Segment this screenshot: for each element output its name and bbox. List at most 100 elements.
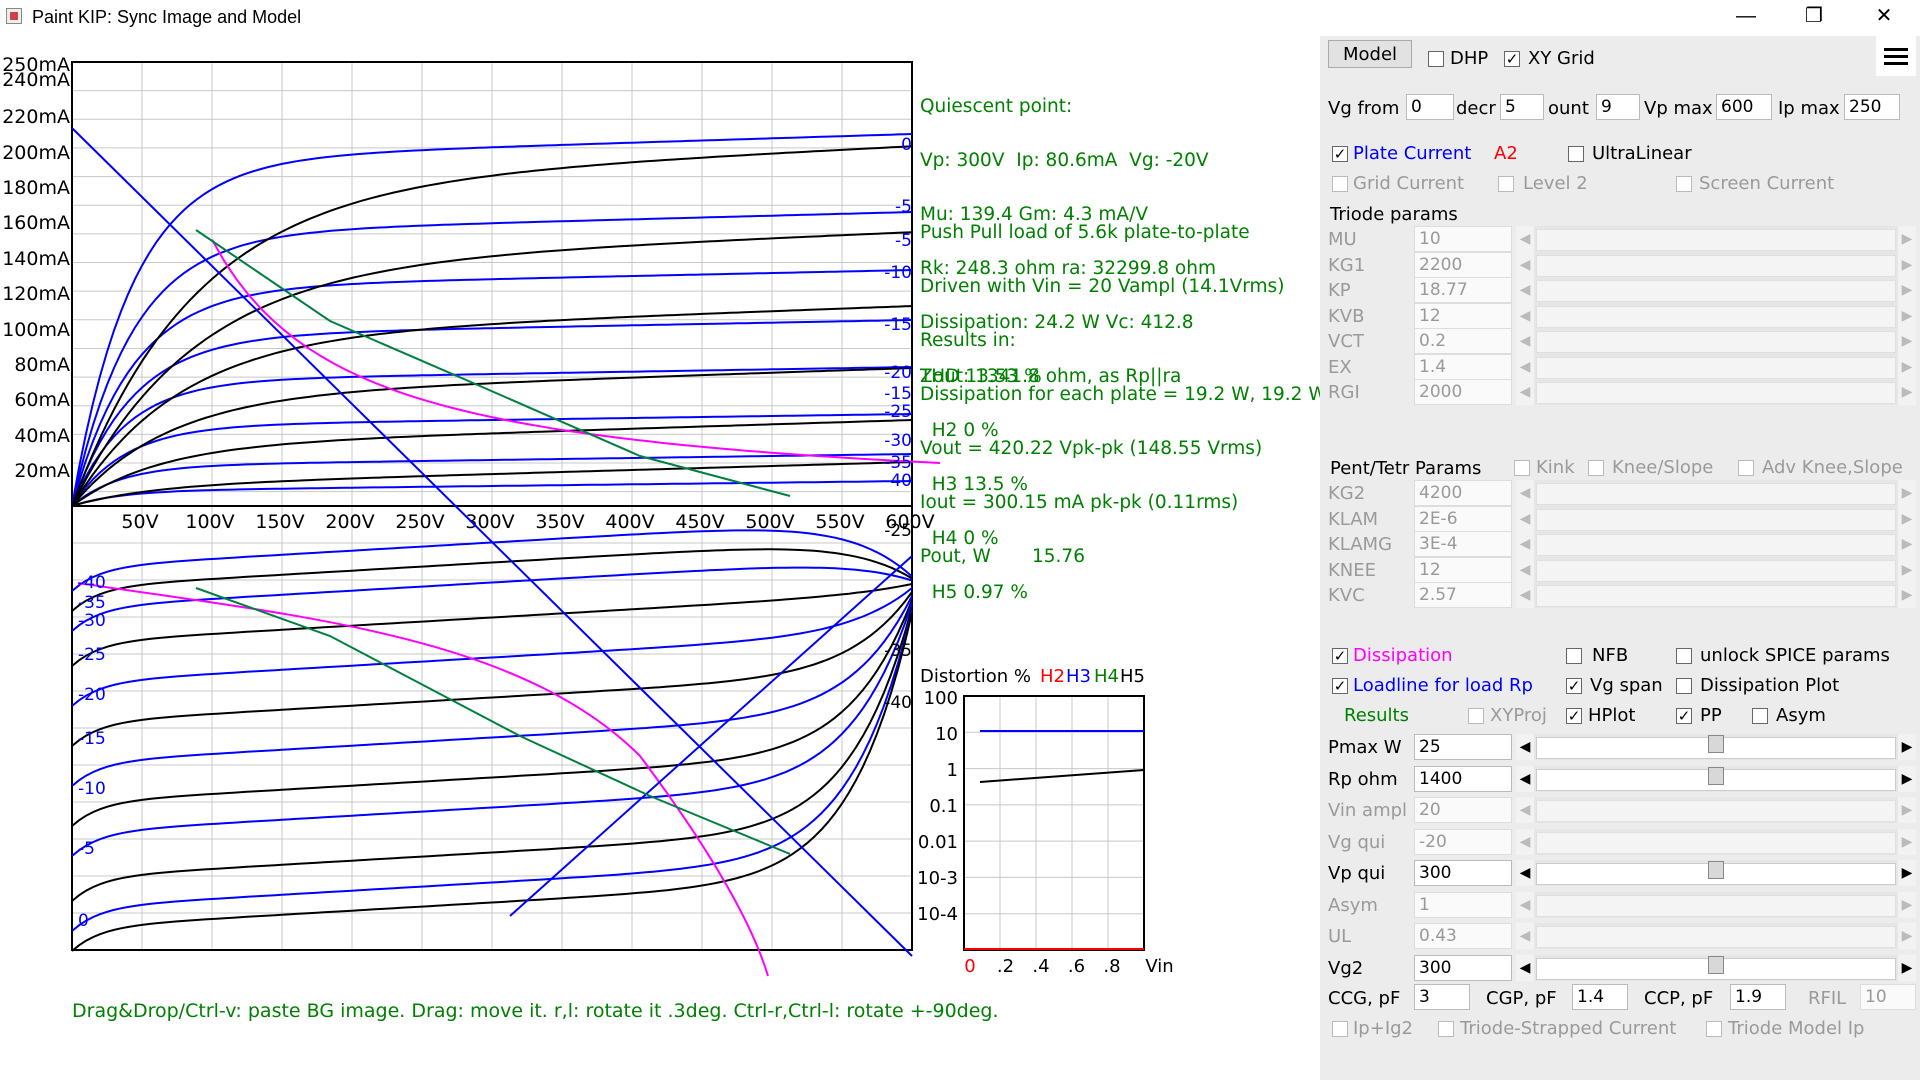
pent-param-kvc-input[interactable]: 2.57 — [1414, 582, 1512, 608]
param-rp-ohm-slider[interactable]: ◀ ▶ — [1516, 765, 1916, 792]
slider-left-arrow-icon[interactable]: ◀ — [1516, 353, 1534, 380]
dhp-checkbox[interactable] — [1428, 51, 1444, 67]
slider-left-arrow-icon[interactable]: ◀ — [1516, 328, 1534, 354]
asym-checkbox[interactable] — [1752, 708, 1768, 724]
slider-left-arrow-icon[interactable]: ◀ — [1516, 277, 1534, 303]
slider-track[interactable] — [1536, 585, 1896, 607]
level2-checkbox[interactable] — [1498, 176, 1514, 192]
ccp-input[interactable]: 1.9 — [1730, 984, 1786, 1010]
vg-span-checkbox[interactable]: ✓ — [1566, 677, 1582, 695]
slider-right-arrow-icon[interactable]: ▶ — [1898, 379, 1916, 405]
dissipation-checkbox[interactable]: ✓ — [1332, 647, 1348, 665]
triode-param-mu-input[interactable]: 10 — [1414, 226, 1512, 252]
triode-param-ex-input[interactable]: 1.4 — [1414, 353, 1512, 380]
count-input[interactable]: 9 — [1596, 94, 1640, 120]
slider-left-arrow-icon[interactable]: ◀ — [1516, 765, 1534, 792]
param-vin-ampl-slider[interactable]: ◀ ▶ — [1516, 797, 1916, 823]
triode-param-kvb-slider[interactable]: ◀ ▶ — [1516, 302, 1916, 329]
unlock-spice-checkbox[interactable] — [1676, 648, 1692, 664]
slider-right-arrow-icon[interactable]: ▶ — [1898, 353, 1916, 380]
param-rp-ohm-input[interactable]: 1400 — [1414, 765, 1512, 792]
close-button[interactable]: ✕ — [1875, 5, 1893, 27]
triode-strapped-checkbox[interactable] — [1438, 1021, 1454, 1037]
slider-track[interactable] — [1536, 305, 1896, 328]
slider-thumb[interactable] — [1708, 766, 1724, 785]
screen-current-checkbox[interactable] — [1676, 176, 1692, 192]
plate-current-checkbox[interactable]: ✓ — [1332, 145, 1348, 163]
triode-param-mu-slider[interactable]: ◀ ▶ — [1516, 226, 1916, 252]
slider-track[interactable] — [1536, 356, 1896, 379]
restore-button[interactable]: ❐ — [1805, 5, 1823, 27]
pent-param-knee-input[interactable]: 12 — [1414, 556, 1512, 583]
triode-param-kg1-slider[interactable]: ◀ ▶ — [1516, 251, 1916, 278]
slider-left-arrow-icon[interactable]: ◀ — [1516, 828, 1534, 855]
param-ul-input[interactable]: 0.43 — [1414, 923, 1512, 949]
slider-track[interactable] — [1536, 382, 1896, 404]
nfb-checkbox[interactable] — [1566, 648, 1582, 664]
slider-right-arrow-icon[interactable]: ▶ — [1898, 923, 1916, 949]
pent-param-klam-slider[interactable]: ◀ ▶ — [1516, 505, 1916, 532]
param-vp-qui-input[interactable]: 300 — [1414, 860, 1512, 886]
slider-left-arrow-icon[interactable]: ◀ — [1516, 797, 1534, 823]
param-ul-slider[interactable]: ◀ ▶ — [1516, 923, 1916, 949]
pent-param-kvc-slider[interactable]: ◀ ▶ — [1516, 582, 1916, 608]
slider-thumb[interactable] — [1708, 861, 1724, 879]
rfil-input[interactable]: 10 — [1860, 984, 1916, 1010]
slider-left-arrow-icon[interactable]: ◀ — [1516, 505, 1534, 532]
slider-track[interactable] — [1536, 280, 1896, 302]
slider-thumb[interactable] — [1708, 735, 1724, 753]
pent-param-knee-slider[interactable]: ◀ ▶ — [1516, 556, 1916, 583]
slider-right-arrow-icon[interactable]: ▶ — [1898, 582, 1916, 608]
slider-right-arrow-icon[interactable]: ▶ — [1898, 480, 1916, 506]
ccg-input[interactable]: 3 — [1414, 984, 1470, 1010]
slider-left-arrow-icon[interactable]: ◀ — [1516, 891, 1534, 918]
slider-right-arrow-icon[interactable]: ▶ — [1898, 226, 1916, 252]
slider-track[interactable] — [1536, 229, 1896, 251]
slider-thumb[interactable] — [1708, 955, 1724, 974]
slider-track[interactable] — [1536, 508, 1896, 531]
slider-right-arrow-icon[interactable]: ▶ — [1898, 860, 1916, 886]
slider-track[interactable] — [1536, 800, 1896, 822]
param-pmax-w-slider[interactable]: ◀ ▶ — [1516, 734, 1916, 760]
xy-grid-checkbox[interactable]: ✓ — [1504, 50, 1520, 68]
kink-checkbox[interactable] — [1514, 460, 1530, 476]
param-vp-qui-slider[interactable]: ◀ ▶ — [1516, 860, 1916, 886]
param-vin-ampl-input[interactable]: 20 — [1414, 797, 1512, 823]
cgp-input[interactable]: 1.4 — [1572, 984, 1628, 1010]
slider-track[interactable] — [1536, 483, 1896, 505]
xyproj-checkbox[interactable] — [1468, 708, 1484, 724]
ip-ig2-checkbox[interactable] — [1332, 1021, 1348, 1037]
triode-param-kvb-input[interactable]: 12 — [1414, 302, 1512, 329]
slider-left-arrow-icon[interactable]: ◀ — [1516, 379, 1534, 405]
slider-right-arrow-icon[interactable]: ▶ — [1898, 734, 1916, 760]
hamburger-menu-icon[interactable] — [1876, 36, 1916, 76]
param-asym-slider[interactable]: ◀ ▶ — [1516, 891, 1916, 918]
pent-param-kg2-slider[interactable]: ◀ ▶ — [1516, 480, 1916, 506]
hplot-checkbox[interactable]: ✓ — [1566, 707, 1582, 725]
slider-left-arrow-icon[interactable]: ◀ — [1516, 480, 1534, 506]
dissipation-plot-checkbox[interactable] — [1676, 678, 1692, 694]
param-vg-qui-input[interactable]: -20 — [1414, 828, 1512, 855]
slider-right-arrow-icon[interactable]: ▶ — [1898, 828, 1916, 855]
slider-track[interactable] — [1536, 534, 1896, 556]
param-vg2-slider[interactable]: ◀ ▶ — [1516, 954, 1916, 981]
param-pmax-w-input[interactable]: 25 — [1414, 734, 1512, 760]
slider-right-arrow-icon[interactable]: ▶ — [1898, 302, 1916, 329]
knee-slope-checkbox[interactable] — [1588, 460, 1604, 476]
slider-left-arrow-icon[interactable]: ◀ — [1516, 302, 1534, 329]
slider-track[interactable] — [1536, 331, 1896, 353]
triode-param-kg1-input[interactable]: 2200 — [1414, 251, 1512, 278]
triode-param-kp-input[interactable]: 18.77 — [1414, 277, 1512, 303]
slider-track[interactable] — [1536, 926, 1896, 948]
param-vg-qui-slider[interactable]: ◀ ▶ — [1516, 828, 1916, 855]
pp-checkbox[interactable]: ✓ — [1676, 707, 1692, 725]
pent-param-klamg-input[interactable]: 3E-4 — [1414, 531, 1512, 557]
slider-track[interactable] — [1536, 254, 1896, 277]
triode-param-vct-slider[interactable]: ◀ ▶ — [1516, 328, 1916, 354]
slider-right-arrow-icon[interactable]: ▶ — [1898, 277, 1916, 303]
slider-left-arrow-icon[interactable]: ◀ — [1516, 251, 1534, 278]
slider-right-arrow-icon[interactable]: ▶ — [1898, 556, 1916, 583]
ip-max-input[interactable]: 250 — [1844, 94, 1900, 120]
plot-canvas[interactable]: 250mA 240mA 220mA 200mA 180mA 160mA 140mA 120mA… — [0, 36, 1326, 1080]
slider-left-arrow-icon[interactable]: ◀ — [1516, 556, 1534, 583]
